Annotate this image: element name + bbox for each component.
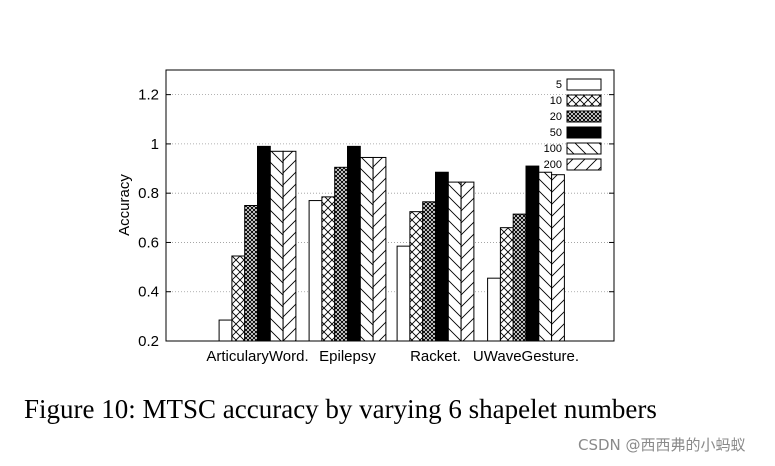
bar-100-2 — [447, 181, 462, 342]
x-category-label: UWaveGesture. — [473, 348, 579, 365]
legend-label-100: 100 — [544, 143, 562, 155]
bar-20-0 — [244, 205, 258, 342]
bar-10-1 — [321, 196, 336, 342]
legend-label-50: 50 — [550, 127, 562, 139]
bar-5-1 — [308, 200, 323, 342]
watermark: CSDN @西西弗的小蚂蚁 — [578, 436, 746, 454]
legend-swatch-200 — [566, 158, 602, 171]
plot-frame — [165, 69, 615, 342]
legend-label-5: 5 — [556, 79, 562, 91]
bar-50-0 — [257, 145, 271, 342]
x-axis: ArticularyWord. Epilepsy Racket. UWaveGestu… — [206, 348, 579, 365]
bar-5-3 — [487, 277, 501, 342]
bar-100-0 — [269, 150, 284, 342]
bar-50-3 — [525, 165, 540, 342]
bar-200-2 — [460, 181, 475, 342]
bar-200-1 — [372, 156, 387, 342]
legend-swatch-100 — [566, 142, 602, 155]
y-tick-label: 0.4 — [138, 284, 159, 301]
y-axis-label: Accuracy — [116, 174, 133, 236]
legend-label-10: 10 — [550, 95, 562, 107]
bar-20-2 — [422, 201, 437, 342]
bar-10-3 — [499, 227, 514, 342]
y-axis: 0.2 0.4 0.6 0.8 1 1.2 — [138, 87, 614, 350]
x-category-label: Epilepsy — [319, 348, 376, 365]
bar-200-3 — [551, 174, 565, 342]
legend-swatch-20 — [566, 110, 602, 123]
bar-100-1 — [359, 156, 374, 342]
legend-swatch-50 — [566, 126, 602, 139]
x-category-label: Racket. — [410, 348, 461, 365]
legend: 5 10 20 50 100 200 — [544, 78, 602, 171]
legend-label-200: 200 — [544, 159, 562, 171]
bar-chart: 0.2 0.4 0.6 0.8 1 1.2 ArticularyWord. Epilepsy… — [116, 69, 615, 365]
legend-swatch-10 — [566, 94, 602, 107]
bar-50-1 — [347, 145, 361, 342]
bar-50-2 — [435, 171, 449, 342]
legend-label-20: 20 — [550, 111, 562, 123]
bar-20-1 — [334, 166, 349, 342]
y-tick-label: 0.6 — [138, 234, 159, 251]
y-tick-label: 0.8 — [138, 185, 159, 202]
bar-5-2 — [396, 245, 411, 342]
bar-20-3 — [512, 213, 527, 342]
figure-caption: Figure 10: MTSC accuracy by varying 6 sh… — [24, 394, 657, 424]
y-tick-label: 1.2 — [138, 87, 159, 104]
bar-10-0 — [231, 255, 246, 342]
bar-200-0 — [282, 150, 297, 342]
y-tick-label: 1 — [151, 136, 159, 153]
y-tick-label: 0.2 — [138, 333, 159, 350]
bar-100-3 — [538, 171, 553, 342]
bar-5-0 — [218, 319, 233, 342]
bar-10-2 — [409, 211, 424, 342]
bars — [218, 145, 565, 342]
x-category-label: ArticularyWord. — [206, 348, 308, 365]
legend-swatch-5 — [566, 78, 602, 91]
